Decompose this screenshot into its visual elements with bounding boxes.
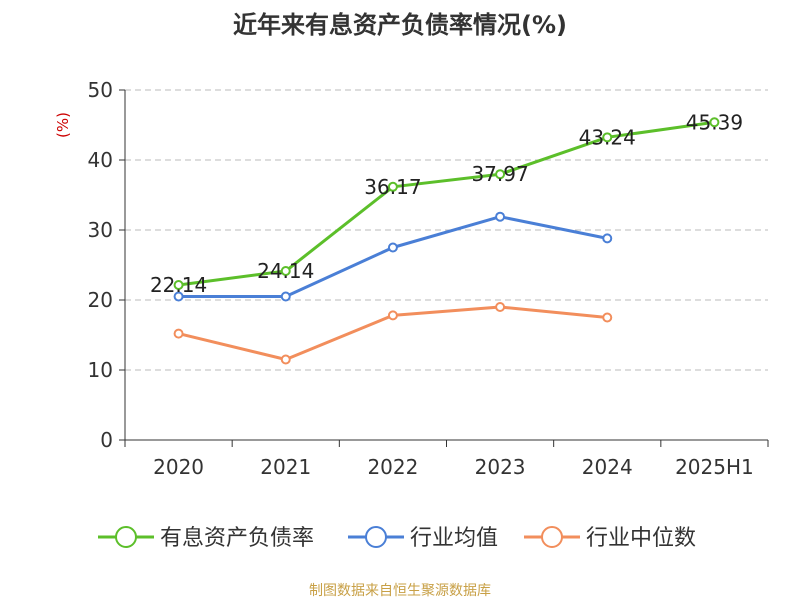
data-point xyxy=(280,354,291,365)
y-axis-label: (%) xyxy=(54,112,72,138)
series-line-1 xyxy=(178,120,715,287)
y-tick-label: 20 xyxy=(88,288,113,312)
data-point xyxy=(387,310,398,321)
x-tick-label: 2023 xyxy=(475,455,526,479)
data-point xyxy=(280,266,291,277)
data-point xyxy=(709,117,720,128)
data-point xyxy=(387,181,398,192)
data-point xyxy=(280,291,291,302)
y-tick-label: 50 xyxy=(88,78,113,102)
x-tick-label: 2021 xyxy=(260,455,311,479)
y-tick-label: 10 xyxy=(88,358,113,382)
legend-label: 有息资产负债率 xyxy=(160,526,314,551)
x-tick-label: 2024 xyxy=(582,455,633,479)
legend-marker-icon xyxy=(365,526,387,548)
y-tick-label: 30 xyxy=(88,218,113,242)
series-line-2 xyxy=(178,215,608,298)
data-point xyxy=(602,233,613,244)
data-point xyxy=(387,242,398,253)
data-point xyxy=(602,132,613,143)
x-tick-label: 2020 xyxy=(153,455,204,479)
data-point xyxy=(173,280,184,291)
data-point xyxy=(495,302,506,312)
legend-marker-icon xyxy=(115,526,137,548)
x-tick-label: 2022 xyxy=(367,455,418,479)
data-label: 37.97 xyxy=(471,162,528,186)
legend-marker-icon xyxy=(541,526,563,548)
data-point xyxy=(495,169,506,180)
legend[interactable]: 有息资产负债率 行业均值 行业中位数 xyxy=(98,526,696,551)
data-label: 24.14 xyxy=(257,259,314,283)
axes: 0 10 20 30 40 50 2020 2021 2022 2023 2024 2025H1 xyxy=(88,78,769,479)
data-label: 43.24 xyxy=(579,125,636,149)
x-tick-label: 2025H1 xyxy=(675,455,754,479)
data-label: 22.14 xyxy=(150,273,207,297)
data-label: 45.39 xyxy=(686,110,743,134)
legend-label: 行业均值 xyxy=(410,526,498,551)
data-label: 36.17 xyxy=(364,175,421,199)
y-tick-label: 0 xyxy=(100,428,113,452)
data-point xyxy=(495,211,506,222)
gridlines xyxy=(125,89,768,371)
chart-title: 近年来有息资产负债率情况(%) xyxy=(233,11,567,39)
series-layer xyxy=(173,117,720,365)
data-point xyxy=(173,328,184,339)
y-tick-label: 40 xyxy=(88,148,113,172)
source-note: 制图数据来自恒生聚源数据库 xyxy=(309,583,491,599)
data-point xyxy=(173,291,184,302)
legend-label: 行业中位数 xyxy=(586,526,696,551)
data-labels: 22.14 24.14 36.17 37.97 43.24 45.39 xyxy=(150,110,743,297)
data-point xyxy=(602,312,613,323)
